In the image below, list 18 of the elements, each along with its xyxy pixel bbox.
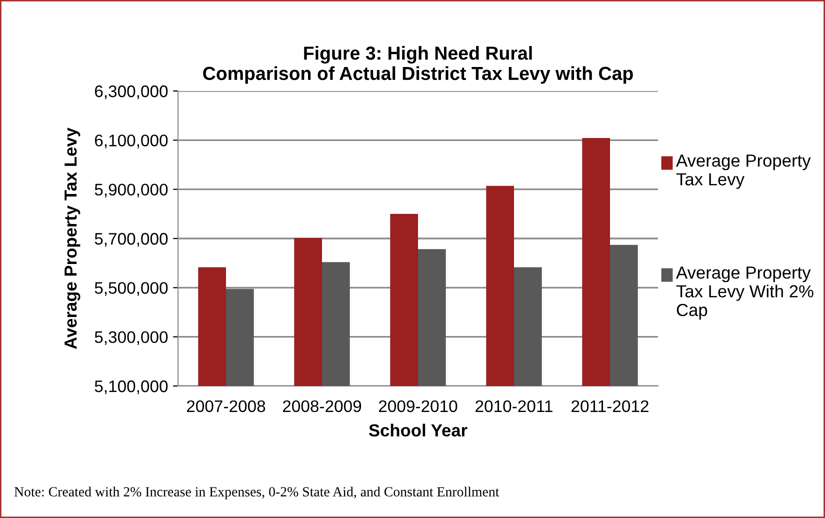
y-tick-label: 5,700,000 — [94, 232, 168, 247]
y-axis-title: Average Property Tax Levy — [64, 128, 80, 350]
text: Note: Created with 2% Increase in Expenses, 0-2% State Aid, and Constant Enrollment — [14, 486, 500, 500]
x-tick-label: 2009-2010 — [378, 400, 458, 412]
x-tick-label: 2010-2011 — [476, 400, 552, 412]
y-tick-label: 5,500,000 — [94, 282, 168, 296]
x-tick-label: 2007-2008 — [186, 400, 266, 412]
y-tick-label: 5,300,000 — [94, 331, 168, 346]
legend-label: Average Property Tax Levy — [676, 154, 811, 189]
chart-title: Figure 3: High Need Rural Comparison of Actual District Tax Levy with Cap — [203, 46, 633, 84]
y-tick-label: 6,300,000 — [94, 85, 168, 100]
x-axis-title: School Year — [368, 424, 468, 437]
y-tick-label: 5,100,000 — [94, 380, 168, 394]
x-tick-label: 2011-2012 — [572, 400, 648, 412]
y-tick-label: 5,900,000 — [94, 184, 168, 198]
y-tick-label: 6,100,000 — [94, 134, 168, 148]
x-tick-label: 2008-2009 — [282, 400, 362, 412]
legend-label: Average Property Tax Levy With 2% Cap — [676, 266, 814, 320]
